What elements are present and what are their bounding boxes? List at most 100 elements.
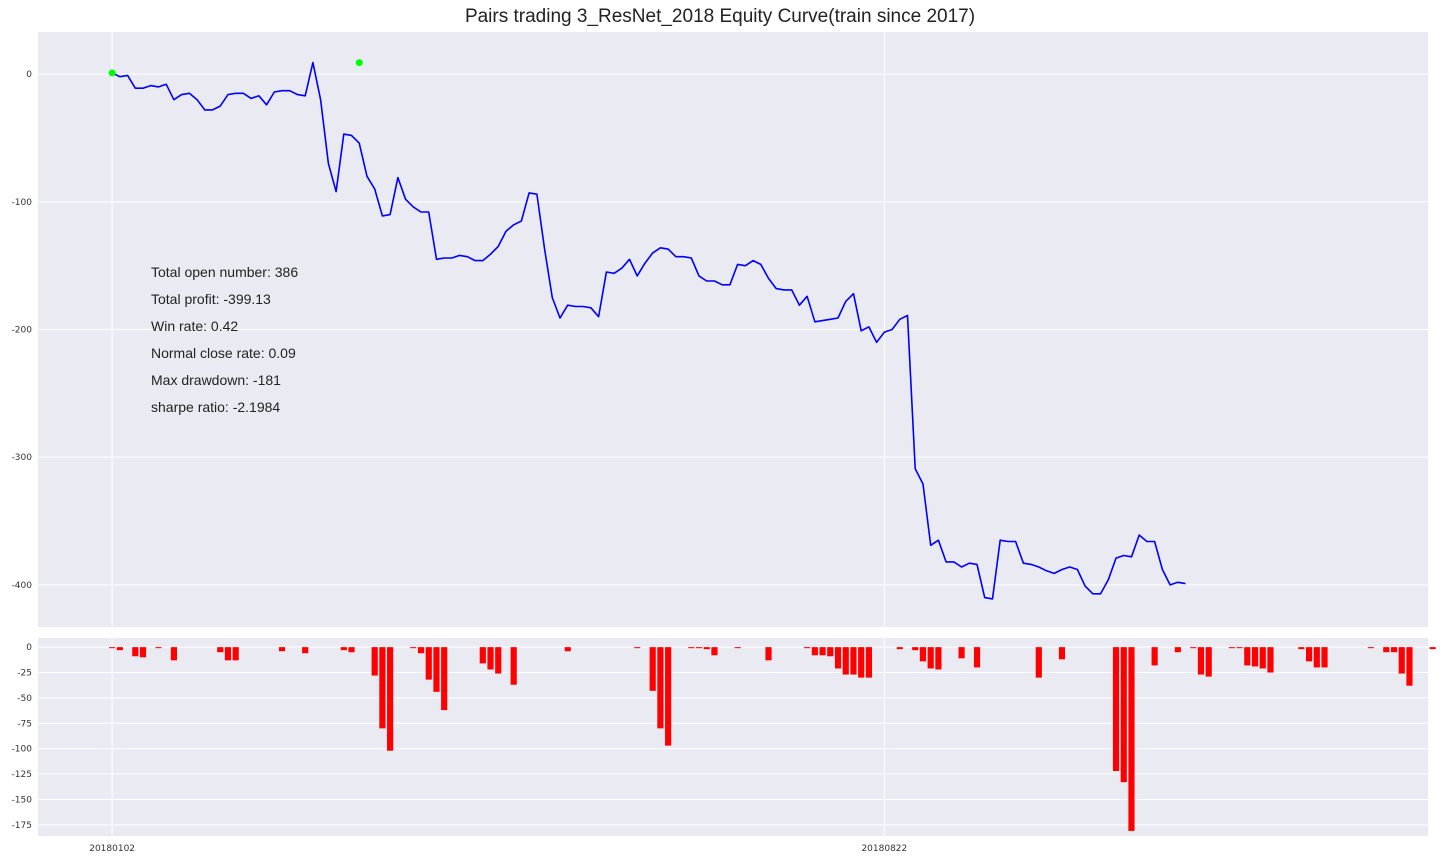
drawdown-bar [1236,647,1243,649]
drawdown-bar [804,647,811,649]
drawdown-bar [634,647,641,649]
drawdown-bar [1058,647,1066,660]
drawdown-bar [1251,647,1259,667]
chart-title: Pairs trading 3_ResNet_2018 Equity Curve… [464,6,976,27]
drawdown-bar [232,647,239,661]
drawdown-bar [410,647,417,649]
drawdown-bar [657,647,664,729]
drawdown-bar [132,647,139,657]
stat-annotation: Normal close rate: 0.09 [151,345,296,361]
drawdown-bar [441,647,448,711]
drawdown-bar [1321,647,1328,668]
drawdown-bar [1383,647,1390,653]
drawdown-bar [649,647,656,691]
drawdown-bar [1298,647,1305,650]
equity-line [111,61,1186,600]
drawdown-bar [850,647,857,675]
drawdown-bar [919,647,927,662]
y-tick-label: -100 [12,198,33,208]
drawdown-bar [927,647,934,669]
drawdown-bar [1367,647,1374,649]
drawdown-bar [695,647,703,649]
drawdown-bar [811,647,818,656]
stat-annotation: Total profit: -399.13 [151,291,271,307]
drawdown-bar [1035,647,1042,678]
drawdown-bar [387,647,394,751]
drawdown-bar [487,647,494,670]
drawdown-bar [711,647,718,656]
drawdown-bar [116,647,123,651]
y-tick-label: -100 [12,745,33,755]
drawdown-bar [348,647,355,653]
drawdown-bar [495,647,502,674]
drawdown-bar [302,647,309,654]
drawdown-bar [912,647,919,651]
stat-annotation: Max drawdown: -181 [151,372,281,388]
drawdown-bar [1267,647,1274,673]
drawdown-bar [1197,647,1205,675]
drawdown-bar [1128,647,1135,831]
drawdown-bar [865,647,872,678]
drawdown-bar [1406,647,1413,686]
y-tick-label: -25 [17,669,32,679]
drawdown-bar [224,647,232,661]
drawdown-bar [973,647,981,668]
drawdown-bar [139,647,147,658]
drawdown-bar [1244,647,1251,666]
drawdown-bar [425,647,432,680]
drawdown-bar [765,647,772,661]
x-tick-label: 20180102 [89,844,135,854]
stat-annotation: Total open number: 386 [151,264,298,280]
drawdown-bar [1398,647,1405,674]
drawdown-bar [340,647,347,651]
drawdown-bar [278,647,286,652]
stat-annotation: sharpe ratio: -2.1984 [151,399,280,415]
drawdown-plot-area [38,638,1428,836]
y-tick-label: -175 [12,821,32,831]
y-tick-label: -150 [12,795,33,805]
drawdown-bar [1120,647,1127,783]
drawdown-bar [935,647,942,670]
stat-annotation: Win rate: 0.42 [151,318,238,334]
y-tick-label: -400 [12,581,33,591]
y-tick-label: -200 [12,326,33,336]
y-tick-label: 0 [26,643,32,653]
drawdown-bar [217,647,224,653]
drawdown-bar [665,647,672,746]
drawdown-bar [1190,647,1197,649]
drawdown-bar [688,647,695,649]
drawdown-bar [564,647,571,652]
drawdown-bar [170,647,177,661]
drawdown-bar [834,647,842,669]
drawdown-bar [1112,647,1120,772]
drawdown-bar [703,647,710,650]
drawdown-bar [842,647,849,675]
drawdown-bar [819,647,826,656]
drawdown-bar [1228,647,1235,649]
drawdown-bar [958,647,965,659]
drawdown-bar [1429,647,1436,650]
drawdown-bar [417,647,425,654]
drawdown-bar [1390,647,1398,653]
y-tick-label: -300 [12,453,33,463]
drawdown-bar [1305,647,1313,662]
drawdown-bar [433,647,440,692]
drawdown-bar [858,647,865,678]
peak-marker [355,59,363,67]
y-tick-label: -125 [12,770,32,780]
equity-panel: 0 -100 -200 -300 -400 Total open number: 386 T… [12,32,1428,627]
drawdown-bar [1174,647,1181,653]
drawdown-bar [1313,647,1320,668]
drawdown-bar [479,647,486,664]
drawdown-bar [371,647,378,676]
drawdown-bar [827,647,834,657]
drawdown-bar [379,647,386,729]
drawdown-bar [109,647,116,649]
drawdown-bar [896,647,903,650]
peak-marker [108,69,116,77]
y-tick-label: -50 [17,694,32,704]
y-tick-label: 0 [26,70,32,80]
drawdown-bar [1151,647,1158,666]
drawdown-bar [1205,647,1212,677]
